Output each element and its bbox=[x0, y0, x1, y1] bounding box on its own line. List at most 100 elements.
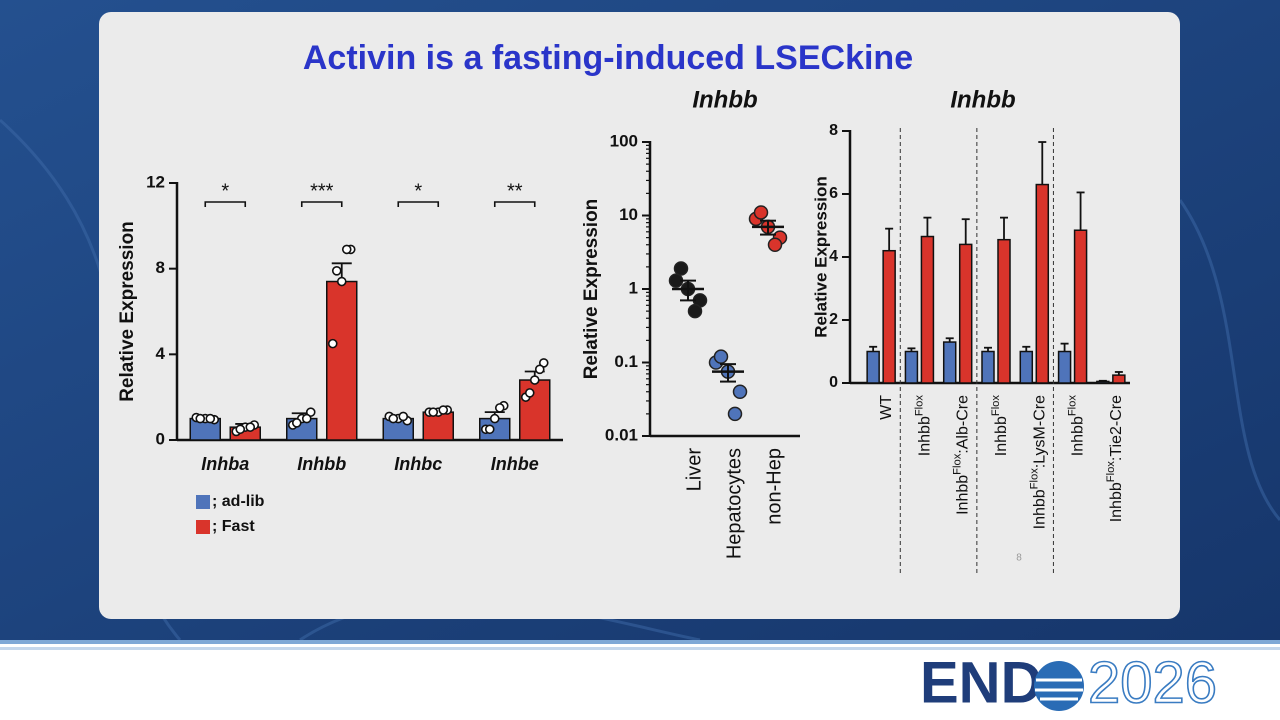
y-tick-label: 8 bbox=[156, 258, 165, 277]
data-point bbox=[713, 349, 729, 364]
data-point bbox=[753, 205, 769, 220]
bar bbox=[958, 243, 973, 384]
significance-bracket bbox=[204, 201, 247, 207]
x-tick-label: InhbbFlox:Alb-Cre bbox=[952, 395, 972, 515]
y-tick-label: 0 bbox=[156, 429, 165, 448]
x-tick-label: InhbbFlox bbox=[1067, 395, 1087, 457]
data-point bbox=[727, 406, 743, 422]
bar bbox=[981, 350, 995, 384]
y-tick-label: 0 bbox=[829, 374, 838, 391]
chart: 0 4 8 12 Relative Expression Inhba Inhbb Inhbc I… bbox=[117, 172, 563, 535]
label-part: Flox bbox=[952, 453, 964, 475]
y-tick-label: 6 bbox=[829, 185, 838, 202]
bar bbox=[866, 350, 880, 384]
data-point bbox=[524, 388, 535, 398]
x-tick-label: Hepatocytes bbox=[723, 448, 745, 559]
bar bbox=[1073, 229, 1088, 384]
bar bbox=[1112, 374, 1126, 384]
y-tick-label: 10 bbox=[619, 205, 638, 224]
significance-label: * bbox=[221, 180, 229, 202]
x-tick-label: WT bbox=[878, 395, 895, 420]
data-point bbox=[331, 266, 342, 276]
label-part: Inhbb bbox=[1032, 489, 1049, 529]
y-tick-label: 4 bbox=[829, 248, 838, 265]
label-part: Inhbb bbox=[993, 416, 1010, 456]
y-tick-label: 4 bbox=[156, 344, 166, 363]
x-tick-label: Inhba bbox=[201, 454, 249, 474]
footer-line bbox=[0, 640, 1280, 644]
content-panel bbox=[99, 12, 1180, 619]
bar bbox=[1019, 350, 1034, 384]
y-axis-label: Relative Expression bbox=[581, 199, 602, 380]
label-part: WT bbox=[878, 395, 895, 420]
data-point bbox=[336, 276, 347, 287]
data-point bbox=[529, 375, 540, 385]
x-tick-label: Inhbc bbox=[394, 454, 442, 474]
x-tick-label: InhbbFlox:LysM-Cre bbox=[1028, 395, 1048, 529]
label-part: Inhbb bbox=[1070, 416, 1087, 456]
data-point bbox=[484, 424, 495, 435]
significance-bracket bbox=[493, 201, 536, 207]
data-point bbox=[195, 413, 206, 424]
y-tick-label: 100 bbox=[610, 131, 638, 150]
data-point bbox=[388, 413, 399, 424]
y-tick-label: 2 bbox=[829, 311, 838, 328]
y-axis-label: Relative Expression bbox=[117, 221, 138, 402]
bar bbox=[326, 280, 358, 441]
label-part: Inhbb bbox=[955, 475, 972, 515]
legend-swatch bbox=[196, 520, 210, 534]
label-part: Flox bbox=[1105, 461, 1117, 483]
chart-title: Inhbb bbox=[950, 86, 1015, 113]
data-point bbox=[494, 403, 505, 413]
bar bbox=[519, 379, 551, 441]
y-tick-label: 0.01 bbox=[605, 425, 638, 444]
data-point bbox=[767, 237, 783, 252]
data-point bbox=[291, 418, 302, 428]
bar bbox=[997, 238, 1011, 384]
label-part: :Tie2-Cre bbox=[1108, 395, 1125, 461]
significance-label: * bbox=[414, 180, 422, 202]
footer-line bbox=[0, 647, 1280, 650]
chart: 0.01 0.1 1 10 100 Relative Expression Inhbb Liv… bbox=[581, 86, 800, 559]
label-part: Flox bbox=[913, 395, 925, 417]
x-tick-label: InhbbFlox bbox=[990, 395, 1010, 457]
legend-swatch bbox=[196, 495, 210, 509]
y-axis-label: Relative Expression bbox=[811, 176, 830, 338]
label-part: Flox bbox=[1028, 468, 1040, 490]
y-tick-label: 12 bbox=[146, 172, 165, 191]
data-point bbox=[428, 407, 439, 417]
data-point bbox=[341, 244, 352, 255]
data-point bbox=[235, 424, 246, 435]
label-part: Flox bbox=[990, 395, 1002, 417]
data-point bbox=[534, 364, 545, 375]
label-part: :Alb-Cre bbox=[955, 395, 972, 454]
legend-label: ; Fast bbox=[212, 518, 255, 535]
bar bbox=[1057, 350, 1072, 384]
significance-label: ** bbox=[507, 180, 523, 202]
data-point bbox=[489, 413, 500, 424]
data-point bbox=[673, 261, 689, 276]
x-tick-label: InhbbFlox bbox=[913, 395, 933, 457]
legend-label: ; ad-lib bbox=[212, 493, 265, 510]
data-point bbox=[327, 338, 338, 349]
page-number: 8 bbox=[1016, 553, 1022, 564]
bar bbox=[1035, 183, 1050, 384]
chart-title: Inhbb bbox=[692, 86, 757, 113]
bar bbox=[904, 350, 919, 384]
x-tick-label: Inhbe bbox=[491, 454, 539, 474]
x-tick-label: InhbbFlox:Tie2-Cre bbox=[1105, 395, 1125, 522]
bar bbox=[920, 235, 935, 384]
significance-label: *** bbox=[310, 180, 334, 202]
data-point bbox=[687, 303, 703, 319]
x-tick-label: Inhbb bbox=[297, 454, 346, 474]
y-tick-label: 8 bbox=[829, 122, 838, 139]
data-point bbox=[732, 384, 748, 399]
bar bbox=[942, 341, 957, 384]
data-point bbox=[301, 413, 312, 424]
label-part: :LysM-Cre bbox=[1032, 395, 1049, 468]
slide-title: Activin is a fasting-induced LSECkine bbox=[303, 39, 913, 77]
data-point bbox=[398, 411, 409, 422]
label-part: Flox bbox=[1067, 395, 1079, 417]
